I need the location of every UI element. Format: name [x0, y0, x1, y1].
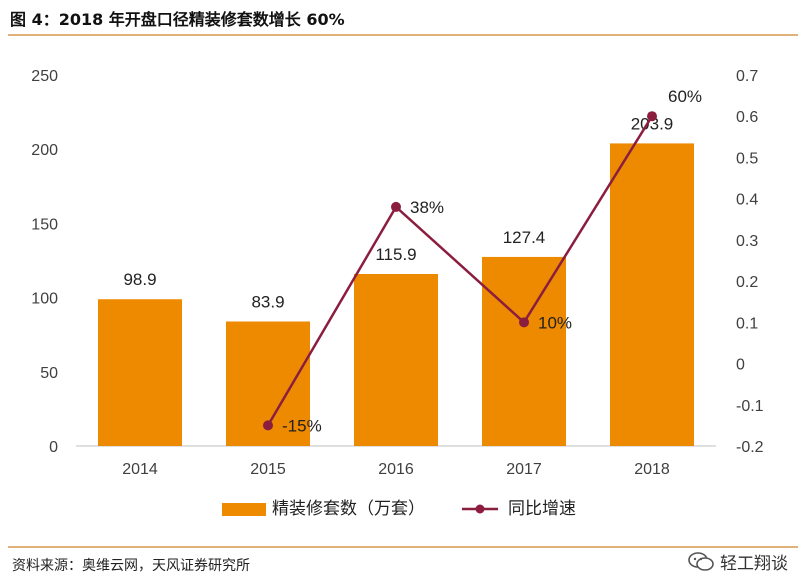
category-tick-label: 2018: [634, 461, 670, 478]
growth-value-label: -15%: [282, 416, 322, 435]
x-axis: 2014 2015 2016 2017 2018: [122, 461, 670, 478]
right-tick-label: 0.3: [736, 233, 758, 250]
bar: [610, 143, 694, 446]
right-axis: -0.2 -0.1 0 0.1 0.2 0.3 0.4 0.5 0.6 0.7: [736, 68, 764, 456]
left-tick-label: 200: [31, 142, 58, 159]
legend: 精装修套数（万套） 同比增速: [222, 499, 576, 518]
growth-point: [647, 111, 657, 122]
bar-value-label: 98.9: [123, 270, 156, 289]
growth-value-label: 38%: [410, 198, 444, 217]
bar-data-labels: 98.9 83.9 115.9 127.4 203.9: [123, 114, 673, 311]
bar-value-label: 83.9: [251, 292, 284, 311]
right-tick-label: 0.2: [736, 274, 758, 291]
category-tick-label: 2015: [250, 461, 286, 478]
line-series: -15% 38% 10% 60%: [263, 87, 702, 435]
left-tick-label: 50: [40, 365, 58, 382]
source-note: 资料来源：奥维云网，天风证券研究所: [12, 558, 250, 574]
left-tick-label: 0: [49, 439, 58, 456]
chart-title: 图 4：2018 年开盘口径精装修套数增长 60%: [10, 10, 345, 29]
growth-line: [266, 115, 654, 427]
legend-line-label: 同比增速: [508, 499, 576, 518]
footer-divider: [8, 546, 798, 548]
legend-bar-swatch: [222, 503, 266, 516]
bar-series: [98, 143, 694, 446]
right-tick-label: 0.7: [736, 68, 758, 85]
legend-bar-label: 精装修套数（万套）: [272, 499, 425, 518]
bar-value-label: 127.4: [503, 228, 546, 247]
right-tick-label: 0.1: [736, 315, 758, 332]
growth-point: [519, 317, 529, 328]
category-tick-label: 2014: [122, 461, 158, 478]
bar: [482, 256, 566, 446]
right-tick-label: 0: [736, 357, 745, 374]
left-tick-label: 150: [31, 216, 58, 233]
category-tick-label: 2017: [506, 461, 542, 478]
bar: [354, 274, 438, 446]
bar: [98, 299, 182, 446]
growth-point: [391, 201, 401, 212]
left-tick-label: 250: [31, 68, 58, 85]
growth-value-label: 10%: [538, 313, 572, 332]
legend-line-marker: [475, 504, 485, 514]
growth-value-label: 60%: [668, 87, 702, 106]
right-tick-label: 0.4: [736, 192, 758, 209]
right-tick-label: 0.6: [736, 109, 758, 126]
wechat-icon: [688, 551, 714, 571]
brand-name: 轻工翔谈: [720, 554, 788, 574]
right-tick-label: -0.1: [736, 398, 764, 415]
right-tick-label: 0.5: [736, 150, 758, 167]
combo-chart: 0 50 100 150 200 250 -0.2 -0.1 0 0.1 0.2 0.3 0.4 0.5…: [31, 68, 764, 518]
left-axis: 0 50 100 150 200 250: [31, 68, 58, 456]
right-tick-label: -0.2: [736, 439, 764, 456]
brand-watermark: 轻工翔谈: [688, 549, 788, 574]
bar-value-label: 115.9: [375, 245, 416, 264]
bar-value-label: 203.9: [631, 114, 674, 133]
category-tick-label: 2016: [378, 461, 414, 478]
left-tick-label: 100: [31, 291, 58, 308]
growth-point: [263, 420, 273, 431]
title-divider: [8, 34, 798, 36]
